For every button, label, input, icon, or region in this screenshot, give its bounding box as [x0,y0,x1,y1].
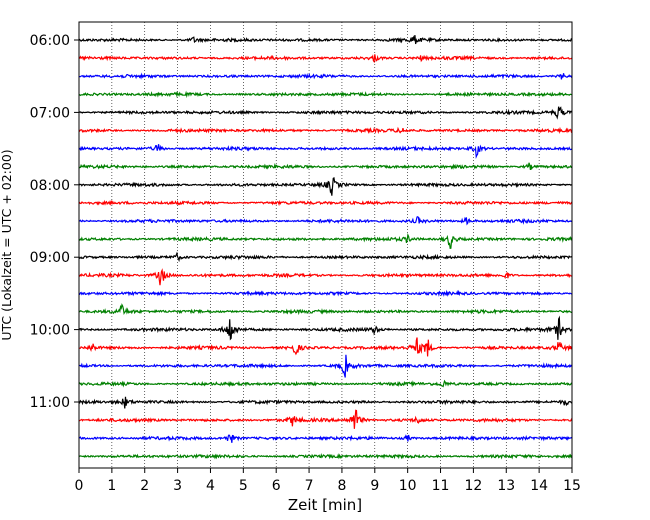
trace-row-1030 [78,354,573,378]
x-tick-label: 10 [399,478,417,494]
x-tick-label: 13 [497,478,515,494]
y-tick-label: 11:00 [30,395,70,411]
y-tick-label: 06:00 [30,33,70,49]
x-tick-label: 11 [432,478,450,494]
trace-row-0715 [78,126,573,135]
x-axis-title: Zeit [min] [288,496,362,514]
y-axis-ticks: 06:00 07:00 08:00 09:00 10:00 11:00 [30,33,79,411]
trace-row-1015 [78,337,573,357]
grid-lines [111,22,540,468]
trace-row-1145 [78,453,573,460]
trace-row-0730 [78,144,573,160]
x-tick-label: 5 [239,478,248,494]
x-tick-label: 7 [305,478,314,494]
x-tick-label: 6 [272,478,281,494]
x-axis-ticks: 0 1 2 3 4 5 6 7 8 9 10 11 12 13 14 15 [75,468,581,494]
x-tick-label: 9 [370,478,379,494]
trace-row-1115 [78,409,573,429]
trace-row-0700 [78,106,573,120]
trace-row-0645 [78,90,573,99]
trace-row-0945 [79,303,573,316]
trace-row-0600 [78,35,573,45]
x-tick-label: 0 [75,478,84,494]
y-tick-label: 07:00 [30,105,70,121]
y-axis-title: UTC (Lokalzeit = UTC + 02:00) [0,149,14,340]
trace-row-0745 [78,162,573,171]
x-tick-label: 14 [530,478,548,494]
trace-row-1130 [78,434,573,443]
trace-row-0845 [78,232,573,250]
trace-row-0930 [78,289,573,297]
trace-row-0915 [78,268,573,286]
y-tick-label: 09:00 [30,250,70,266]
trace-row-0800 [78,177,573,196]
x-tick-label: 15 [563,478,581,494]
trace-row-0630 [78,72,573,80]
trace-row-1000 [78,315,573,341]
trace-row-1045 [78,379,573,388]
trace-row-0615 [78,54,573,64]
y-tick-label: 08:00 [30,178,70,194]
trace-row-1100 [78,396,573,409]
seismic-traces [78,35,573,460]
trace-row-0900 [78,251,573,263]
plot-frame [78,21,573,469]
x-tick-label: 1 [107,478,116,494]
y-tick-label: 10:00 [30,323,70,339]
trace-row-0815 [78,199,573,207]
x-tick-label: 3 [173,478,182,494]
x-tick-label: 2 [140,478,149,494]
trace-row-0830 [78,216,573,226]
x-tick-label: 8 [337,478,346,494]
x-tick-label: 12 [464,478,482,494]
x-tick-label: 4 [206,478,215,494]
